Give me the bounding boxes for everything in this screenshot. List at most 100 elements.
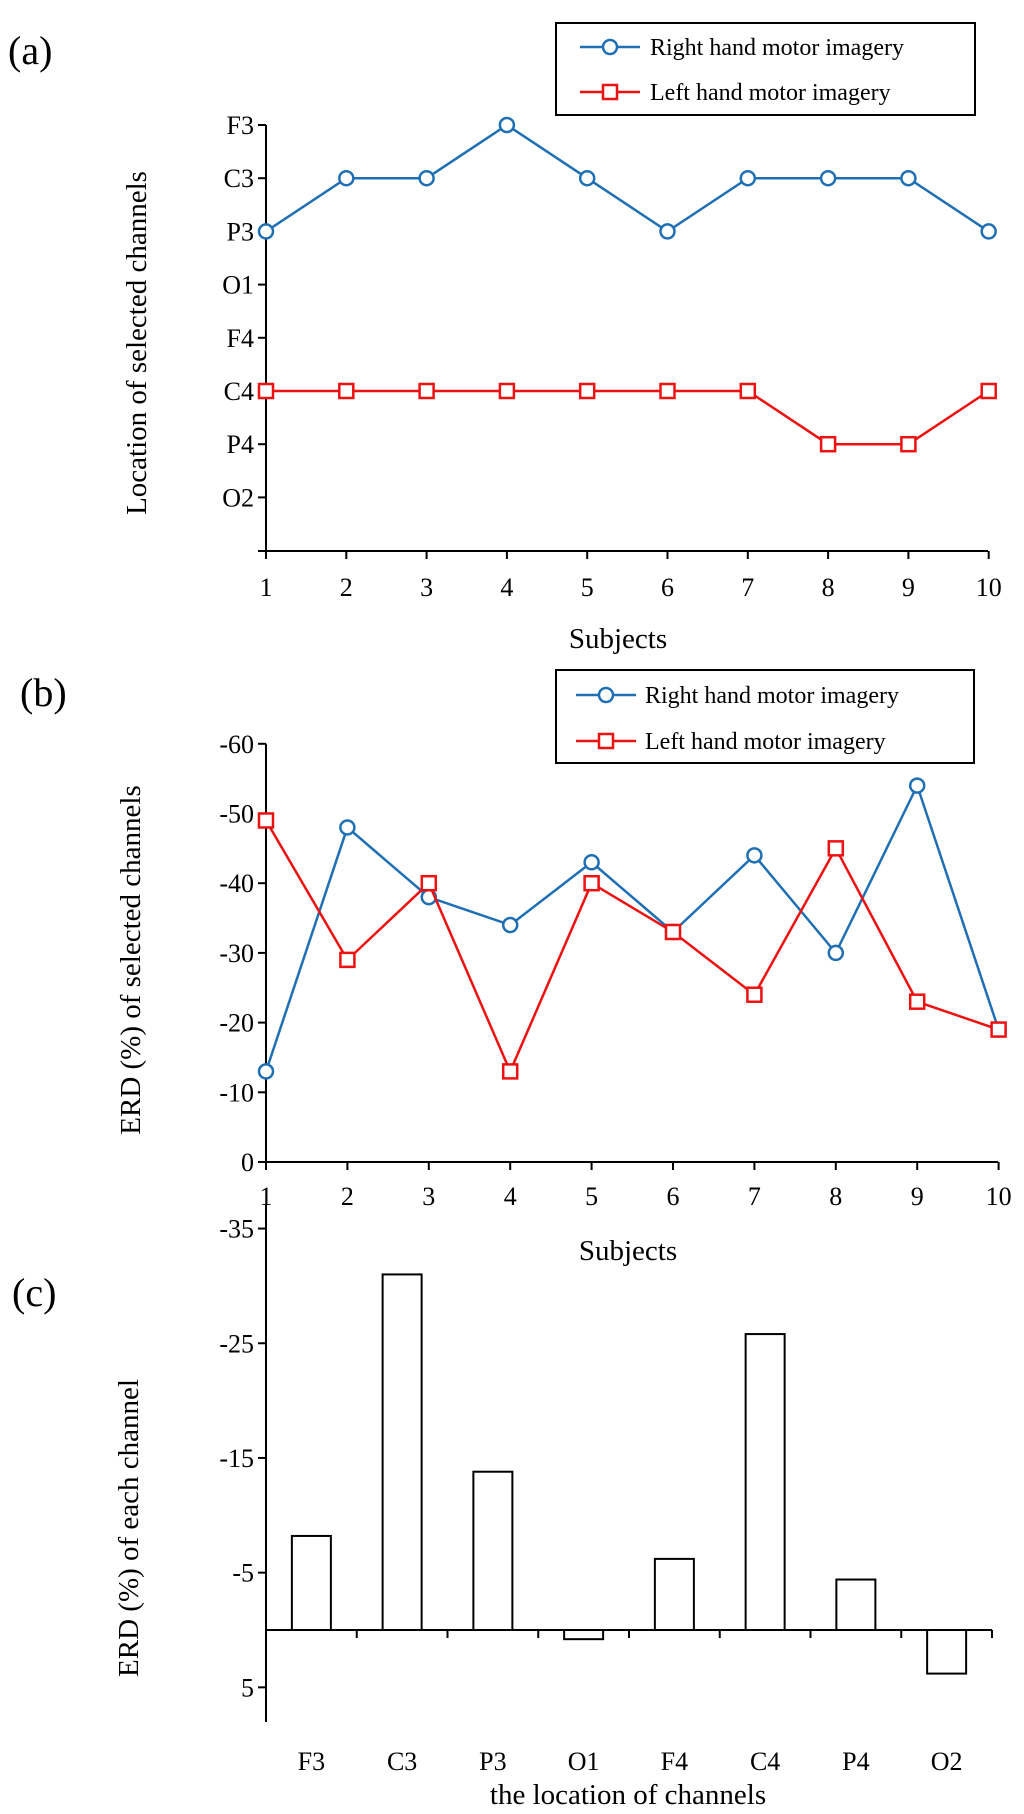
panel-b-point-left [420,874,438,892]
panel-a-y-tick-label: P4 [227,430,254,459]
panel-c-x-tick-label: P4 [842,1747,869,1776]
panel-b-point-left [746,986,763,1003]
panel-a-legend: Right hand motor imagery Left hand motor… [555,22,976,116]
panel-a-point-left [338,382,355,400]
panel-c-label: (c) [12,1270,56,1315]
panel-b-point-left [501,1063,519,1080]
panel-c-bar-f4 [653,1557,695,1631]
panel-b-x-tick-label: 6 [667,1182,680,1211]
panel-b-point-left [257,812,275,829]
panel-a-x-tick-label: 4 [500,573,513,602]
panel-a-point-left [980,382,997,400]
panel-b-x-tick-label: 4 [504,1182,517,1211]
panel-b-point-left [583,874,600,892]
panel-b-point-right [746,847,763,864]
panel-b-y-tick-label: -20 [219,1009,254,1038]
panel-a-legend-box [555,22,976,116]
panel-a-point-right [338,169,355,187]
panel-c-x-tick-label: F4 [661,1747,688,1776]
panel-b-series-line-right [264,782,1000,1072]
panel-b-point-left [827,840,845,857]
panel-b-point-left [908,993,926,1010]
panel-a-x-tick-label: 1 [260,573,273,602]
panel-b-legend-marker-right [597,686,615,704]
panel-b-point-right [339,819,356,836]
panel-b-series-line-left [264,819,1000,1075]
panel-b-legend: Right hand motor imagery Left hand motor… [555,669,975,764]
panel-a-y-tick-label: O2 [222,483,254,512]
panel-a-point-right [980,223,997,240]
panel-c: (c) F3 C3 P3 O1 F4 C4 P4 O2 -35 -25 -15 -5 5 the loc… [12,1204,993,1811]
panel-c-bar-o2 [926,1629,968,1675]
panel-b-x-tick-label: 10 [986,1182,1012,1211]
panel-a-series [257,116,997,453]
panel-a-point-left [819,435,837,453]
panel-a-point-right [578,169,596,187]
panel-a-point-left [418,382,435,400]
panel-a-x-tick-label: 7 [741,573,754,602]
panel-b-x-tick-label: 7 [748,1182,761,1211]
panel-c-y-axis-title: ERD (%) of each channel [113,1379,145,1677]
panel-a-y-axis-title: Location of selected channels [121,171,153,515]
panel-b-y-axis-title: ERD (%) of selected channels [115,785,147,1134]
panel-c-bar-o1 [563,1629,605,1641]
panel-a-point-right [498,116,516,134]
panel-c-bar-p4 [835,1578,877,1631]
panel-b-x-tick-label: 5 [585,1182,598,1211]
panel-a-point-right [659,223,676,240]
panel-b-x-tick-label: 2 [341,1182,354,1211]
panel-a: (a) F3 C3 P3 O1 F4 C4 P4 O2 1 2 3 4 5 6 7 8 9 10 Subjects… [8,22,1002,655]
panel-a-point-left [659,382,676,400]
panel-a-x-axis-title: Subjects [569,623,667,655]
panel-c-bars [290,1273,968,1675]
panel-a-series-line-right [265,123,990,233]
panel-c-y-tick-label: -15 [219,1444,254,1473]
panel-c-x-tick-label: O1 [568,1747,600,1776]
panel-a-y-tick-label: P3 [227,217,254,246]
panel-a-legend-marker-left [601,83,619,101]
panel-c-x-tick-label: F3 [298,1747,325,1776]
panel-c-y-tick-label: 5 [241,1673,254,1702]
panel-c-bar-c3 [381,1273,423,1632]
panel-a-x-tick-label: 5 [581,573,594,602]
panel-c-y-tick-label: -35 [219,1215,254,1244]
panel-a-y-tick-label: F3 [227,111,254,140]
panel-c-bar-f3 [290,1534,332,1632]
panel-b-y-tick-label: 0 [241,1148,254,1177]
panel-a-point-right [739,169,757,187]
panel-c-y-tick-label: -5 [232,1559,254,1588]
panel-b-y-tick-label: -10 [219,1078,254,1107]
panel-a-point-right [819,169,837,187]
panel-a-point-left [257,382,275,400]
panel-b-point-right [501,916,519,934]
panel-c-x-tick-label: C4 [750,1747,780,1776]
panel-a-y-tick-label: F4 [227,324,254,353]
panel-c-x-tick-label: C3 [387,1747,417,1776]
panel-a-series-line-left [266,389,990,446]
panel-a-x-tick-label: 9 [902,573,915,602]
panel-b-legend-label-left: Left hand motor imagery [645,729,886,755]
panel-a-point-left [739,382,757,400]
panel-b-point-right [827,944,845,962]
panel-a-point-right [257,223,275,240]
panel-a-x-tick-label: 3 [420,573,433,602]
panel-b-x-tick-label: 3 [422,1182,435,1211]
panel-b-x-axis-title: Subjects [579,1235,677,1267]
panel-a-point-left [900,435,917,453]
panel-b: (b) 0 -10 -20 -30 -40 -50 -60 1 2 3 4 5 6 7 8 9 10 Subje… [20,669,1012,1267]
panel-a-x-tick-label: 2 [340,573,353,602]
panel-b-y-tick-label: -30 [219,939,254,968]
panel-a-axes: F3 C3 P3 O1 F4 C4 P4 O2 1 2 3 4 5 6 7 8 9 10 [222,111,1001,602]
panel-b-x-tick-label: 8 [829,1182,842,1211]
panel-a-x-tick-label: 6 [661,573,674,602]
panel-c-x-tick-label: P3 [479,1747,506,1776]
panel-b-series [257,777,1007,1080]
panel-c-bar-c4 [744,1333,786,1631]
panel-a-x-tick-label: 10 [976,573,1002,602]
panel-b-legend-marker-left [597,732,615,750]
panel-c-x-axis-title: the location of channels [490,1779,766,1811]
panel-c-x-tick-label: O2 [931,1747,963,1776]
panel-a-y-tick-label: C3 [224,164,254,193]
panel-b-axes: 0 -10 -20 -30 -40 -50 -60 1 2 3 4 5 6 7 8 9 10 [219,730,1011,1211]
